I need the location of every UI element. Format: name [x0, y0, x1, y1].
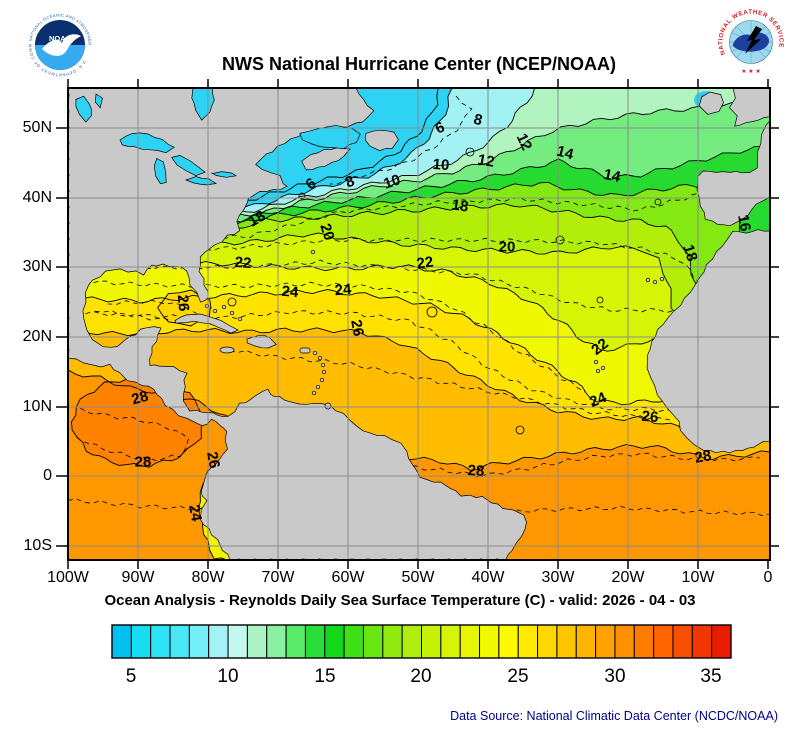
map-caption: Ocean Analysis - Reynolds Daily Sea Surf… [104, 592, 696, 609]
y-tick-label: 0 [43, 467, 52, 484]
contour-label: 26 [347, 318, 367, 338]
contour-label: 10 [431, 155, 451, 175]
x-tick-label: 60W [331, 569, 365, 586]
seagull-icon [42, 34, 81, 56]
noaa-logo: NATIONAL OCEANIC AND ATMOSPHERIC ADMINIS… [10, 1, 108, 83]
contour-label: 22 [233, 253, 253, 273]
colorbar-tick-label: 25 [507, 666, 529, 687]
colorbar-tick-label: 10 [217, 666, 239, 687]
x-tick-label: 80W [191, 569, 225, 586]
colorbar-tick-label: 20 [410, 666, 432, 687]
contour-label: 24 [280, 282, 300, 302]
contour-label: 26 [203, 450, 223, 470]
contour-label: 28 [693, 447, 713, 467]
y-tick-label: 50N [22, 119, 52, 136]
colorbar-tick-label: 30 [604, 666, 626, 687]
contour-label: 14 [602, 165, 622, 187]
continent-icon [732, 32, 770, 52]
noaa-logo-icon: NATIONAL OCEANIC AND ATMOSPHERIC ADMINIS… [10, 1, 94, 79]
lakes [75, 88, 361, 186]
datasource-text: Data Source: National Climatic Data Cent… [450, 709, 778, 723]
x-tick-label: 10W [681, 569, 715, 586]
x-tick-label: 100W [47, 569, 89, 586]
y-tick-label: 30N [22, 258, 52, 275]
contour-label: 28 [134, 453, 152, 471]
colorbar [111, 624, 732, 659]
noaa-acronym: NOAA [49, 34, 72, 43]
nws-logo: NATIONAL WEATHER SERVICE ★ ★ ★ [703, 4, 799, 86]
x-tick-label: 70W [261, 569, 295, 586]
contour-label: 24 [333, 280, 353, 300]
x-tick-label: 50W [401, 569, 435, 586]
contour-label: 18 [450, 196, 470, 216]
colorbar-tick-label: 35 [700, 666, 722, 687]
y-tick-label: 40N [22, 189, 52, 206]
x-tick-label: 20W [611, 569, 645, 586]
colorbar-tick-label: 15 [314, 666, 336, 687]
contour-label: 28 [467, 462, 485, 480]
colorbar-tick-label: 5 [125, 666, 137, 687]
x-tick-label: 0 [763, 569, 773, 586]
map-frame [56, 79, 779, 569]
contour-label: 20 [498, 238, 516, 256]
nws-logo-icon: NATIONAL WEATHER SERVICE ★ ★ ★ [717, 8, 785, 76]
graticule [68, 88, 770, 560]
page-title: NWS National Hurricane Center (NCEP/NOAA… [221, 54, 617, 74]
contour-label: 26 [640, 407, 660, 427]
contour-label: 26 [173, 293, 193, 313]
lightning-bolt-icon [745, 26, 762, 54]
land-masses [68, 88, 770, 560]
nws-stars: ★ ★ ★ [741, 68, 760, 75]
contour-label: 12 [476, 151, 496, 171]
contour-label: 24 [185, 503, 205, 523]
contour-label: 22 [415, 253, 435, 273]
y-tick-label: 10N [22, 398, 52, 415]
x-tick-label: 90W [121, 569, 155, 586]
x-tick-label: 30W [541, 569, 575, 586]
contour-label: 16 [734, 213, 754, 233]
y-tick-label: 10S [23, 537, 52, 554]
y-tick-label: 20N [22, 328, 52, 345]
x-tick-label: 40W [471, 569, 505, 586]
